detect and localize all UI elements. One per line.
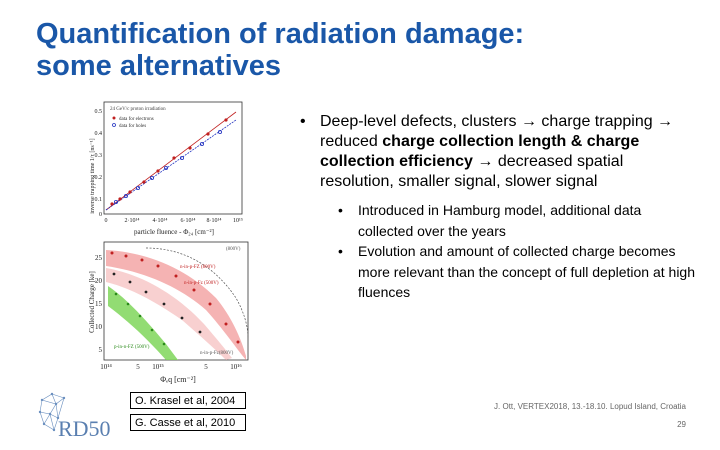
bullet-list: • Deep-level defects, clusters → charge … xyxy=(300,112,700,303)
electron-points xyxy=(110,118,228,206)
label-n-in-p-500V: n-in-p-Fz (500V) xyxy=(184,281,219,286)
page-number: 29 xyxy=(677,420,686,429)
bottom-x-tick: 5 xyxy=(204,363,208,371)
top-plot: inverse trapping time 1/τ [ns⁻¹] 0.5 0.4… xyxy=(90,101,243,236)
title-line-1: Quantification of radiation damage: xyxy=(36,18,525,50)
label-p-in-n: p-in-n-FZ (500V) xyxy=(114,345,150,350)
legend-holes: data for holes xyxy=(119,124,146,129)
bottom-x-tick: 5 xyxy=(136,363,140,371)
sub-bullet-text: Evolution and amount of collected charge… xyxy=(358,243,695,300)
slide-title: Quantification of radiation damage: some… xyxy=(36,18,696,82)
top-x-tick: 0 xyxy=(105,218,108,224)
top-y-label: inverse trapping time 1/τ [ns⁻¹] xyxy=(90,138,96,213)
bottom-x-label: Φₑq [cm⁻²] xyxy=(160,375,196,384)
sub-bullet-list: • Introduced in Hamburg model, additional… xyxy=(300,200,700,303)
legend-electrons: data for electrons xyxy=(119,117,154,122)
top-y-tick: 0 xyxy=(99,212,102,218)
top-x-label: particle fluence - Φ₂₄ [cm⁻²] xyxy=(134,228,214,236)
top-x-tick: 6·10¹⁴ xyxy=(181,218,196,224)
bullet-text-start: Deep-level defects, clusters → charge tr… xyxy=(320,113,674,150)
bottom-x-tick: 10¹⁶ xyxy=(230,363,242,371)
top-annotation: 24 GeV/c proton irradiation xyxy=(110,107,166,112)
logo-text: RD50 xyxy=(58,416,111,441)
bottom-y-tick: 25 xyxy=(95,254,103,262)
green-points xyxy=(114,292,166,346)
top-y-tick: 0.3 xyxy=(95,153,103,159)
top-y-tick: 0.5 xyxy=(95,109,103,115)
top-x-tick: 4·10¹⁴ xyxy=(153,218,168,224)
sub-bullet-item: • Introduced in Hamburg model, additional… xyxy=(338,202,642,239)
bottom-y-tick: 20 xyxy=(95,277,103,285)
sub-bullet-text: Introduced in Hamburg model, additional … xyxy=(358,202,642,239)
reference-box-krasel: O. Krasel et al, 2004 xyxy=(130,392,246,409)
dark-points xyxy=(112,272,202,334)
sub-bullet-item: • Evolution and amount of collected charg… xyxy=(338,243,695,300)
bullet-text-end: → decreased spatial resolution, smaller … xyxy=(320,153,624,190)
fit-line-electrons xyxy=(105,111,237,211)
band-n-in-p-800V xyxy=(106,250,246,360)
legend-marker-electrons xyxy=(112,116,116,120)
band-p-in-n-500V xyxy=(108,286,178,360)
top-x-tick: 8·10¹⁴ xyxy=(207,218,222,224)
rd50-logo: RD50 xyxy=(38,392,111,441)
bottom-x-tick: 10¹⁴ xyxy=(100,363,112,371)
label-800V: (800V) xyxy=(226,247,241,252)
bottom-y-tick: 15 xyxy=(95,300,103,308)
bullet-text-bold: charge collection length & charge collec… xyxy=(320,133,640,170)
bottom-y-label: Collected Charge [ke] xyxy=(88,271,96,333)
bottom-x-tick: 10¹⁵ xyxy=(152,363,164,371)
logo-nodes xyxy=(38,392,66,432)
top-y-tick: 0.2 xyxy=(95,175,103,181)
bullet-main: • Deep-level defects, clusters → charge … xyxy=(300,113,674,190)
bottom-y-tick: 5 xyxy=(99,346,103,354)
reference-box-casse: G. Casse et al, 2010 xyxy=(130,414,246,431)
label-n-in-p-800V: n-in-p-FZ (800V) xyxy=(180,265,216,270)
top-y-tick: 0.1 xyxy=(95,197,103,203)
top-x-tick: 10¹⁵ xyxy=(233,218,243,224)
title-line-2: some alternatives xyxy=(36,50,282,82)
hole-points xyxy=(113,130,222,205)
bottom-y-tick: 10 xyxy=(95,323,103,331)
footer-text: J. Ott, VERTEX2018, 13.-18.10. Lopud Isl… xyxy=(494,402,686,411)
top-y-tick: 0.4 xyxy=(95,131,103,137)
label-n-in-p-Fz-800V: n-in-p-Fz(800V) xyxy=(200,351,234,356)
figure-radiation-plots: inverse trapping time 1/τ [ns⁻¹] 0.5 0.4… xyxy=(86,98,264,388)
fit-line-holes xyxy=(105,119,237,211)
bottom-plot: Collected Charge [ke] 25 20 15 10 5 10¹⁴… xyxy=(88,241,249,384)
band-n-in-p-500V xyxy=(106,268,232,360)
top-x-tick: 2·10¹⁴ xyxy=(125,218,140,224)
red-points xyxy=(110,251,240,344)
legend-marker-holes xyxy=(112,123,116,127)
dashed-curve xyxy=(145,247,249,339)
